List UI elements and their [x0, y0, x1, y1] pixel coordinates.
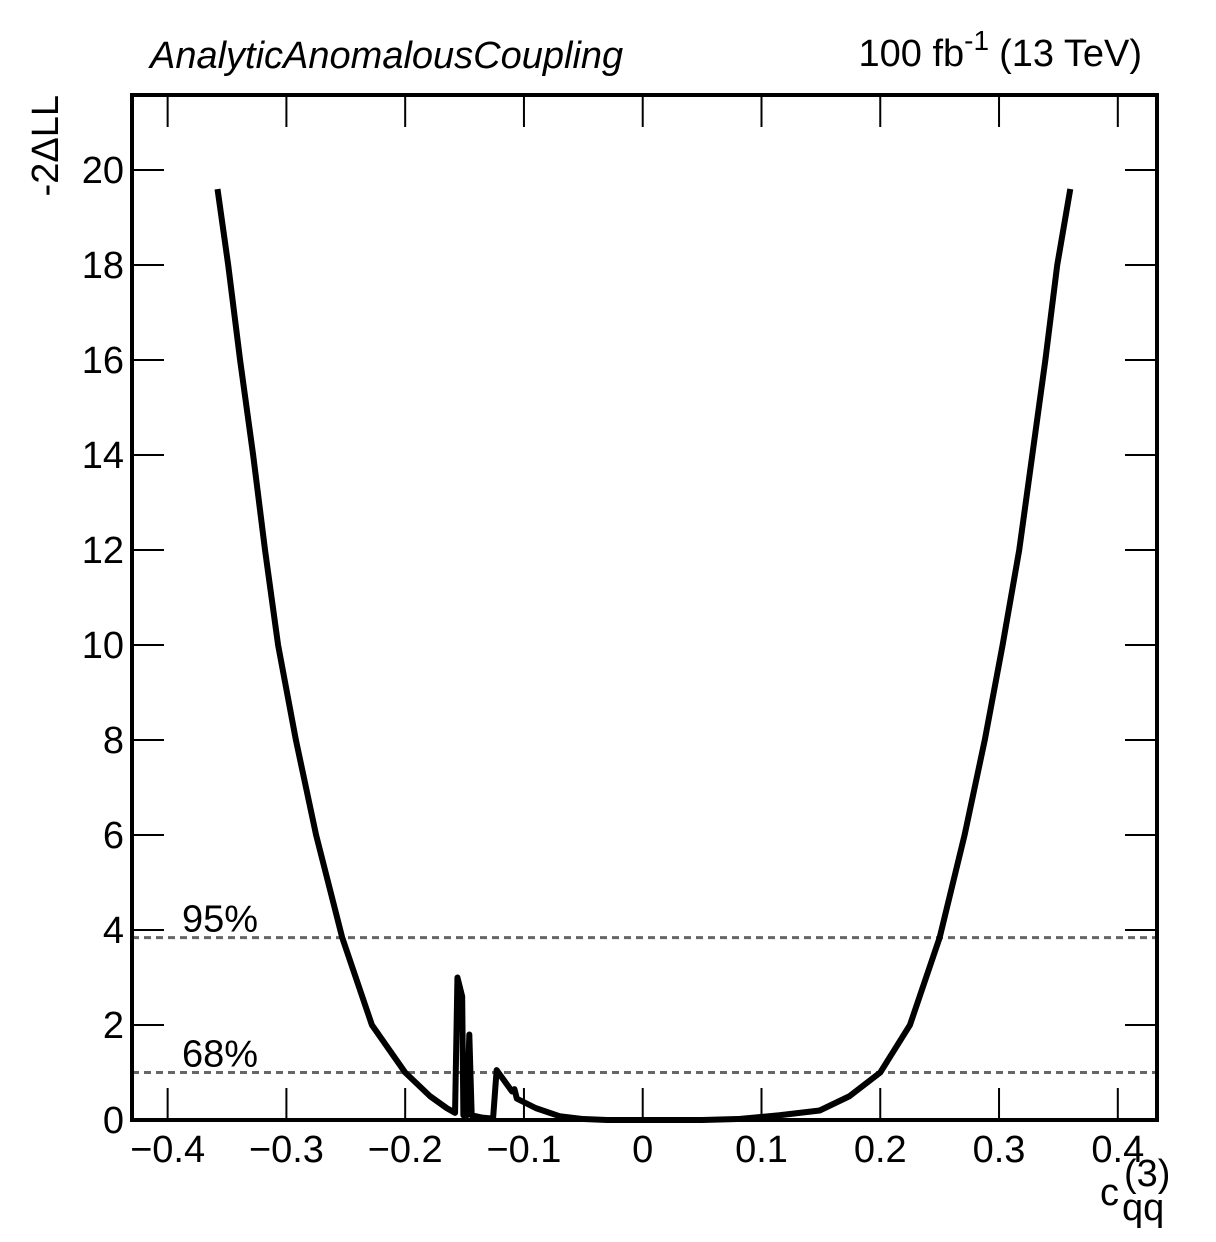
x-axis-label: c [1100, 1172, 1119, 1214]
x-tick-label: 0.2 [854, 1129, 907, 1171]
threshold-label: 95% [182, 899, 258, 941]
chart-title: AnalyticAnomalousCoupling [148, 35, 623, 77]
y-axis-label: -2ΔLL [25, 95, 67, 196]
y-tick-label: 8 [103, 720, 124, 762]
y-tick-label: 20 [82, 150, 124, 192]
y-tick-label: 10 [82, 625, 124, 667]
lumi-text: 100 fb [859, 33, 965, 75]
y-tick-label: 4 [103, 910, 124, 952]
x-tick-label: −0.2 [368, 1129, 443, 1171]
y-tick-label: 18 [82, 245, 124, 287]
y-tick-label: 14 [82, 435, 124, 477]
lumi-label: 100 fb-1 (13 TeV) [859, 25, 1143, 75]
x-tick-label: −0.1 [486, 1129, 561, 1171]
plot-frame [130, 93, 1159, 1122]
x-tick-label: 0.4 [1091, 1129, 1144, 1171]
x-axis-label-sup: (3) [1124, 1153, 1170, 1195]
x-tick-label: −0.4 [130, 1129, 205, 1171]
y-tick-label: 2 [103, 1005, 124, 1047]
y-tick-label: 6 [103, 815, 124, 857]
lumi-sup: -1 [964, 25, 989, 56]
x-tick-label: 0.1 [735, 1129, 788, 1171]
x-tick-label: 0 [632, 1129, 653, 1171]
x-axis-label-sub: qq [1122, 1187, 1164, 1229]
y-tick-label: 12 [82, 530, 124, 572]
y-tick-label: 0 [103, 1100, 124, 1142]
y-tick-label: 16 [82, 340, 124, 382]
x-tick-label: 0.3 [973, 1129, 1026, 1171]
threshold-label: 68% [182, 1034, 258, 1076]
likelihood-curve [214, 188, 1074, 1123]
x-tick-label: −0.3 [249, 1129, 324, 1171]
lumi-suffix: (13 TeV) [999, 33, 1142, 75]
